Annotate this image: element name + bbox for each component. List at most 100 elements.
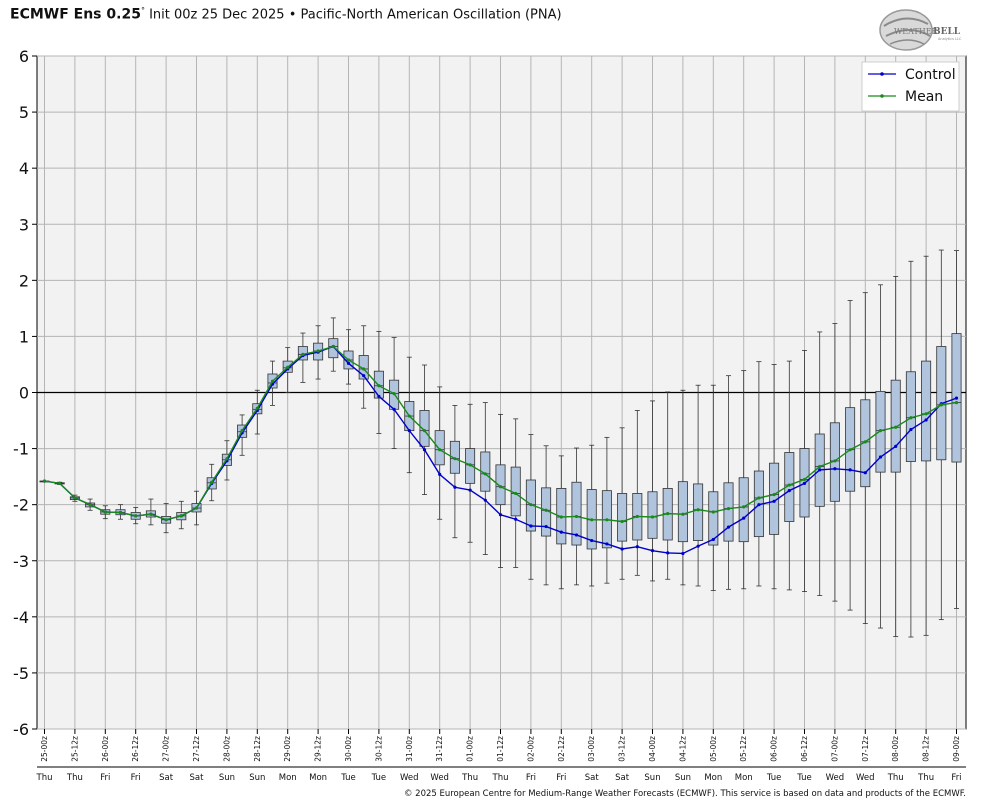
y-tick-label: 2 [19, 271, 29, 290]
control-point [878, 455, 883, 459]
ensemble-box [708, 384, 719, 591]
x-tick-label: 06-12z [800, 736, 809, 762]
day-label: Mon [735, 773, 753, 783]
box-iqr [647, 491, 658, 539]
mean-point [286, 365, 290, 369]
mean-point [681, 512, 685, 516]
day-label: Wed [856, 773, 875, 783]
x-tick-label: 30-12z [374, 736, 383, 762]
day-label: Tue [796, 773, 812, 783]
day-label: Thu [66, 773, 83, 783]
mean-point [878, 429, 883, 433]
day-label: Tue [766, 773, 782, 783]
day-label: Wed [826, 773, 845, 783]
mean-point [544, 508, 548, 512]
control-point [468, 488, 472, 492]
x-tick-label: 30-00z [344, 736, 353, 762]
day-label: Wed [400, 773, 419, 783]
day-label: Mon [704, 773, 722, 783]
control-point [377, 394, 381, 399]
mean-point [88, 503, 92, 507]
y-tick-label: 4 [19, 159, 29, 178]
copyright-footer: © 2025 European Centre for Medium-Range … [403, 789, 966, 799]
day-label: Wed [430, 773, 449, 783]
control-point [924, 418, 928, 422]
x-tick-label: 07-12z [861, 736, 870, 762]
control-point [514, 517, 518, 521]
day-label: Sun [219, 773, 235, 783]
control-point [848, 468, 852, 472]
day-label: Sat [190, 773, 205, 783]
mean-point [590, 518, 594, 522]
day-label: Tue [340, 773, 356, 783]
y-tick-label: -5 [13, 664, 29, 683]
day-label: Sat [159, 773, 174, 783]
box-iqr [358, 355, 369, 380]
control-point [787, 489, 791, 493]
box-iqr [617, 493, 628, 542]
y-tick-label: -4 [13, 608, 29, 627]
mean-point [58, 481, 62, 485]
x-tick-label: 08-12z [922, 736, 931, 762]
init-time: Init 00z 25 Dec 2025 [149, 7, 285, 23]
mean-point [225, 457, 229, 461]
mean-point [255, 406, 259, 410]
day-label: Mon [279, 773, 297, 783]
control-point [422, 448, 427, 452]
x-tick-label: 01-00z [466, 736, 475, 762]
box-iqr [723, 482, 734, 542]
x-tick-label: 02-00z [526, 736, 535, 762]
control-point [863, 471, 867, 475]
logo-subtext: Analytics LLC [938, 37, 962, 41]
mean-point [772, 492, 776, 497]
x-tick-label: 25-12z [70, 736, 79, 762]
mean-point [316, 349, 320, 353]
control-point [498, 513, 503, 517]
mean-point [422, 429, 427, 433]
ensemble-box [723, 375, 734, 590]
x-tick-label: 27-00z [162, 736, 171, 762]
weatherbell-logo: WEATHER BELL Analytics LLC [879, 9, 962, 51]
pna-forecast-chart: -6 -5 -4 -3 -2 -1 0 1 2 3 4 5 6 25-00z Thu 25-12z Thu 26… [13, 47, 967, 783]
control-point [894, 444, 898, 448]
y-tick-label: 3 [19, 215, 29, 234]
x-tick-label: 07-00z [830, 736, 839, 762]
x-tick-label: 08-00z [891, 736, 900, 762]
mean-point [194, 506, 199, 510]
title-bullet: • [288, 7, 297, 23]
y-tick-label: 1 [19, 327, 29, 346]
x-tick-label: 02-12z [557, 736, 566, 762]
ensemble-box [693, 384, 704, 587]
x-tick-label: 26-00z [101, 736, 110, 762]
control-point [802, 481, 807, 485]
day-label: Thu [36, 773, 53, 783]
x-tick-label: 26-12z [131, 736, 140, 762]
y-axis: -6 -5 -4 -3 -2 -1 0 1 2 3 4 5 6 [13, 47, 37, 739]
mean-point [42, 479, 47, 483]
y-tick-label: -2 [13, 496, 29, 515]
day-label: Thu [461, 773, 478, 783]
day-label: Fri [526, 773, 536, 783]
control-point [346, 361, 351, 365]
mean-point [514, 491, 518, 496]
index-name: Pacific-North American Oscillation (PNA) [300, 7, 562, 23]
mean-point [164, 518, 168, 522]
day-label: Thu [917, 773, 934, 783]
ensemble-box [769, 364, 780, 590]
day-label: Sat [615, 773, 630, 783]
day-label: Sun [644, 773, 660, 783]
box-iqr [921, 360, 932, 462]
control-point [757, 503, 761, 507]
control-point [666, 551, 670, 555]
x-tick-label: 03-00z [587, 736, 596, 762]
mean-point [742, 505, 746, 509]
control-point [650, 549, 655, 553]
control-point [681, 551, 685, 556]
mean-point [179, 514, 183, 518]
series-lines [42, 344, 959, 556]
x-tick-label: 03-12z [618, 736, 627, 762]
mean-point [924, 412, 928, 416]
mean-point [848, 448, 852, 452]
day-label: Sun [675, 773, 691, 783]
mean-point [802, 477, 807, 482]
